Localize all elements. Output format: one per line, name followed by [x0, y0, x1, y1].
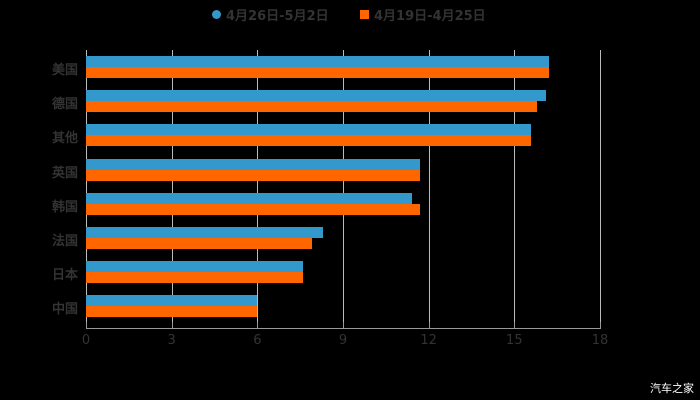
legend-item-series2[interactable]: 4月19日-4月25日 [360, 4, 486, 24]
category-label: 中国 [51, 302, 78, 318]
gridline [86, 50, 87, 322]
square-icon [360, 9, 369, 19]
x-tick-label: 3 [167, 333, 176, 348]
x-tick [171, 322, 173, 329]
category-label: 德国 [51, 97, 78, 113]
category-label: 英国 [51, 165, 78, 181]
x-tick [86, 322, 87, 329]
x-tick [600, 322, 601, 329]
bar-series2[interactable] [86, 135, 532, 147]
bar-series2[interactable] [86, 306, 258, 318]
gridline [600, 50, 601, 322]
category-label: 日本 [51, 268, 78, 284]
bar-series1[interactable] [86, 158, 421, 170]
circle-icon [212, 9, 221, 19]
category-label: 韩国 [51, 199, 78, 215]
bar-series2[interactable] [86, 101, 538, 113]
category-label: 其他 [51, 131, 78, 147]
x-tick-label: 0 [81, 333, 91, 348]
x-tick [428, 322, 430, 329]
category-label: 法国 [51, 234, 78, 249]
bar-series2[interactable] [86, 67, 549, 78]
gridline [171, 50, 173, 322]
x-tick [514, 322, 516, 329]
bar-series2[interactable] [86, 169, 421, 181]
x-tick-label: 12 [420, 333, 437, 348]
x-tick-label: 6 [253, 333, 262, 348]
bar-series1[interactable] [86, 227, 323, 238]
bar-series1[interactable] [86, 192, 412, 204]
bar-series1[interactable] [86, 124, 532, 136]
x-tick-label: 9 [338, 333, 348, 348]
x-tick-label: 18 [591, 333, 609, 348]
bar-series1[interactable] [86, 295, 258, 307]
plot-area [86, 50, 601, 322]
bar-series1[interactable] [86, 90, 546, 102]
gridline [343, 50, 344, 322]
bar-series1[interactable] [86, 56, 549, 67]
legend-item-series1[interactable]: 4月26日-5月2日 [212, 4, 329, 24]
legend: 4月26日-5月2日 4月19日-4月25日 [0, 4, 700, 24]
bar-series2[interactable] [86, 203, 421, 215]
x-tick-label: 15 [506, 333, 523, 348]
legend-label: 4月26日-5月2日 [226, 8, 329, 24]
watermark: 汽车之家 [650, 382, 694, 395]
x-tick [343, 322, 344, 329]
category-label: 美国 [51, 63, 78, 78]
bar-series2[interactable] [86, 272, 304, 284]
gridline [428, 50, 430, 322]
gridline [514, 50, 516, 322]
x-tick [257, 322, 259, 329]
gridline [257, 50, 259, 322]
legend-label: 4月19日-4月25日 [374, 8, 486, 24]
bar-series2[interactable] [86, 238, 312, 249]
bar-series1[interactable] [86, 261, 304, 273]
